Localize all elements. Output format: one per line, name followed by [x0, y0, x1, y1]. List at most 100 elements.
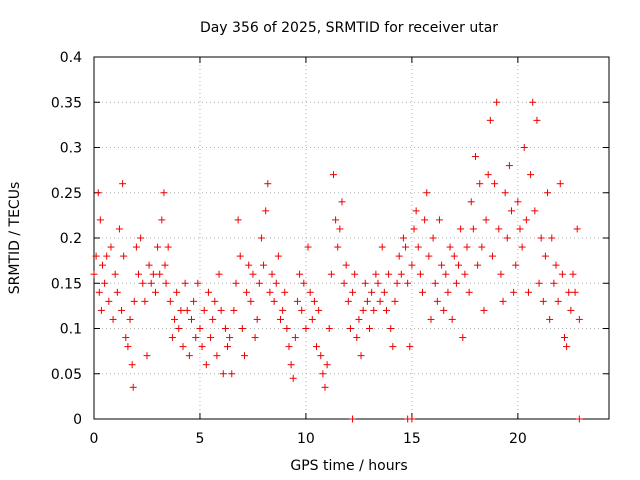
data-point	[482, 216, 490, 224]
data-point	[406, 343, 414, 351]
data-point	[569, 270, 577, 278]
data-point	[160, 189, 168, 197]
x-tick-label: 0	[90, 431, 99, 447]
data-point	[274, 252, 282, 260]
data-point	[94, 189, 102, 197]
data-point	[516, 225, 524, 233]
data-point	[310, 297, 318, 305]
data-point	[130, 297, 138, 305]
data-point	[107, 243, 115, 251]
data-point	[257, 234, 265, 242]
data-point	[385, 270, 393, 278]
data-point	[240, 352, 248, 360]
data-point	[171, 315, 179, 323]
data-point	[156, 270, 164, 278]
data-point	[533, 116, 541, 124]
data-point	[474, 261, 482, 269]
data-point	[215, 270, 223, 278]
data-point	[395, 252, 403, 260]
data-point	[272, 279, 280, 287]
data-point	[429, 234, 437, 242]
data-point	[164, 243, 172, 251]
data-point	[431, 279, 439, 287]
data-point	[243, 288, 251, 296]
chart-title: Day 356 of 2025, SRMTID for receiver uta…	[200, 20, 498, 36]
data-point	[524, 288, 532, 296]
plot-frame	[93, 56, 610, 420]
data-point	[512, 261, 520, 269]
data-point	[238, 325, 246, 332]
data-point	[162, 279, 170, 287]
x-axis-label: GPS time / hours	[290, 458, 407, 474]
data-point	[378, 243, 386, 251]
data-point	[226, 334, 234, 342]
data-point	[196, 325, 204, 332]
data-point	[126, 315, 134, 323]
data-point	[161, 261, 169, 269]
data-point	[207, 334, 215, 342]
data-point	[372, 270, 380, 278]
data-point	[166, 297, 174, 305]
y-axis-label: SRMTID / TECUs	[7, 182, 23, 295]
data-point	[571, 288, 579, 296]
data-point	[391, 297, 399, 305]
data-point	[334, 243, 342, 251]
data-point	[539, 297, 547, 305]
data-point	[446, 243, 454, 251]
data-point	[366, 325, 374, 332]
y-axis: 0 0.05 0.1 0.15 0.2 0.25 0.3 0.35 0.4	[51, 50, 609, 428]
data-point	[211, 297, 219, 305]
data-point	[96, 216, 104, 224]
data-point	[548, 234, 556, 242]
data-point	[440, 306, 448, 314]
data-point	[535, 279, 543, 287]
data-point	[380, 288, 388, 296]
data-point	[285, 343, 293, 351]
data-point	[501, 189, 509, 197]
data-point	[529, 98, 537, 106]
data-point	[266, 288, 274, 296]
data-point	[245, 261, 253, 269]
data-point	[234, 216, 242, 224]
data-point	[323, 361, 331, 369]
data-point	[179, 343, 187, 351]
data-point	[493, 98, 501, 106]
data-point	[416, 270, 424, 278]
data-point	[289, 374, 297, 382]
data-point	[338, 198, 346, 206]
data-point	[268, 270, 276, 278]
data-point	[361, 279, 369, 287]
data-point	[185, 352, 193, 360]
data-point	[139, 279, 147, 287]
data-point	[351, 270, 359, 278]
data-point	[448, 315, 456, 323]
data-point	[132, 243, 140, 251]
data-point	[120, 252, 128, 260]
data-point	[194, 279, 202, 287]
data-point	[198, 343, 206, 351]
data-point	[221, 325, 229, 332]
data-point	[319, 370, 327, 378]
data-point	[465, 288, 473, 296]
data-point	[119, 180, 127, 188]
data-point	[200, 306, 208, 314]
y-tick-label: 0.05	[51, 367, 82, 383]
data-point	[522, 216, 530, 224]
data-point	[306, 288, 314, 296]
data-point	[565, 288, 573, 296]
data-point	[488, 252, 496, 260]
data-point	[90, 270, 98, 278]
data-point	[527, 171, 535, 179]
data-point	[183, 306, 191, 314]
data-point	[173, 288, 181, 296]
data-point	[92, 252, 100, 260]
data-point	[544, 189, 552, 197]
data-point	[433, 297, 441, 305]
x-tick-label: 15	[403, 431, 421, 447]
data-point	[329, 171, 337, 179]
data-point	[541, 252, 549, 260]
data-point	[302, 325, 310, 332]
data-point	[187, 315, 195, 323]
data-point	[520, 144, 528, 151]
y-tick-label: 0.15	[51, 276, 82, 292]
